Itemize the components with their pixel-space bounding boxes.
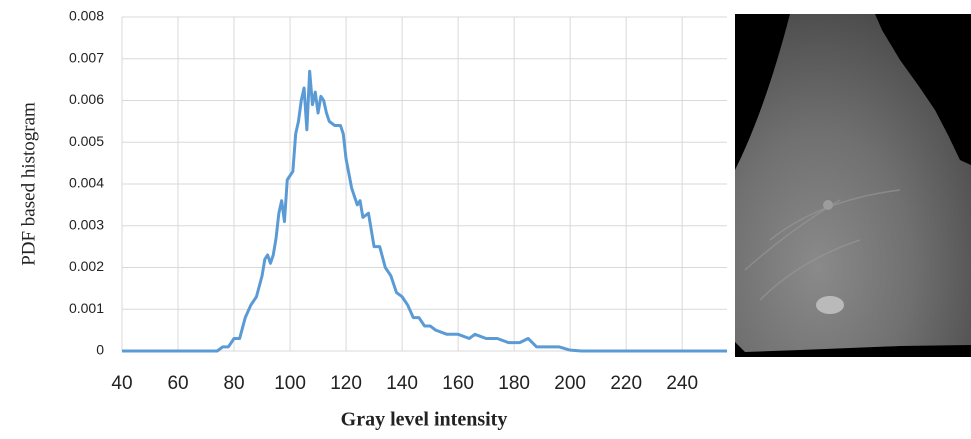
y-tick-label: 0.005 bbox=[69, 133, 104, 149]
y-tick-label: 0.001 bbox=[69, 300, 104, 316]
x-tick-label: 120 bbox=[330, 373, 362, 394]
x-tick-label: 40 bbox=[111, 373, 132, 394]
x-tick-label: 60 bbox=[167, 373, 188, 394]
y-tick-label: 0.006 bbox=[69, 91, 104, 107]
x-axis-title: Gray level intensity bbox=[341, 409, 508, 431]
y-tick-label: 0.003 bbox=[69, 216, 104, 232]
y-tick-label: 0.007 bbox=[69, 49, 104, 65]
data-line bbox=[122, 69, 727, 353]
y-axis-title: PDF based histogram bbox=[18, 102, 39, 266]
x-tick-label: 240 bbox=[666, 373, 698, 394]
y-tick-label: 0.004 bbox=[69, 175, 104, 191]
x-tick-label: 180 bbox=[498, 373, 530, 394]
y-tick-label: 0.002 bbox=[69, 258, 104, 274]
x-tick-label: 220 bbox=[610, 373, 642, 394]
y-tick-label: 0.008 bbox=[69, 8, 104, 24]
x-tick-label: 200 bbox=[554, 373, 586, 394]
mammogram-image bbox=[735, 14, 971, 357]
y-tick-label: 0 bbox=[96, 342, 104, 358]
x-tick-label: 100 bbox=[274, 373, 306, 394]
x-tick-label: 80 bbox=[223, 373, 244, 394]
x-tick-label: 140 bbox=[386, 373, 418, 394]
x-tick-label: 160 bbox=[442, 373, 474, 394]
